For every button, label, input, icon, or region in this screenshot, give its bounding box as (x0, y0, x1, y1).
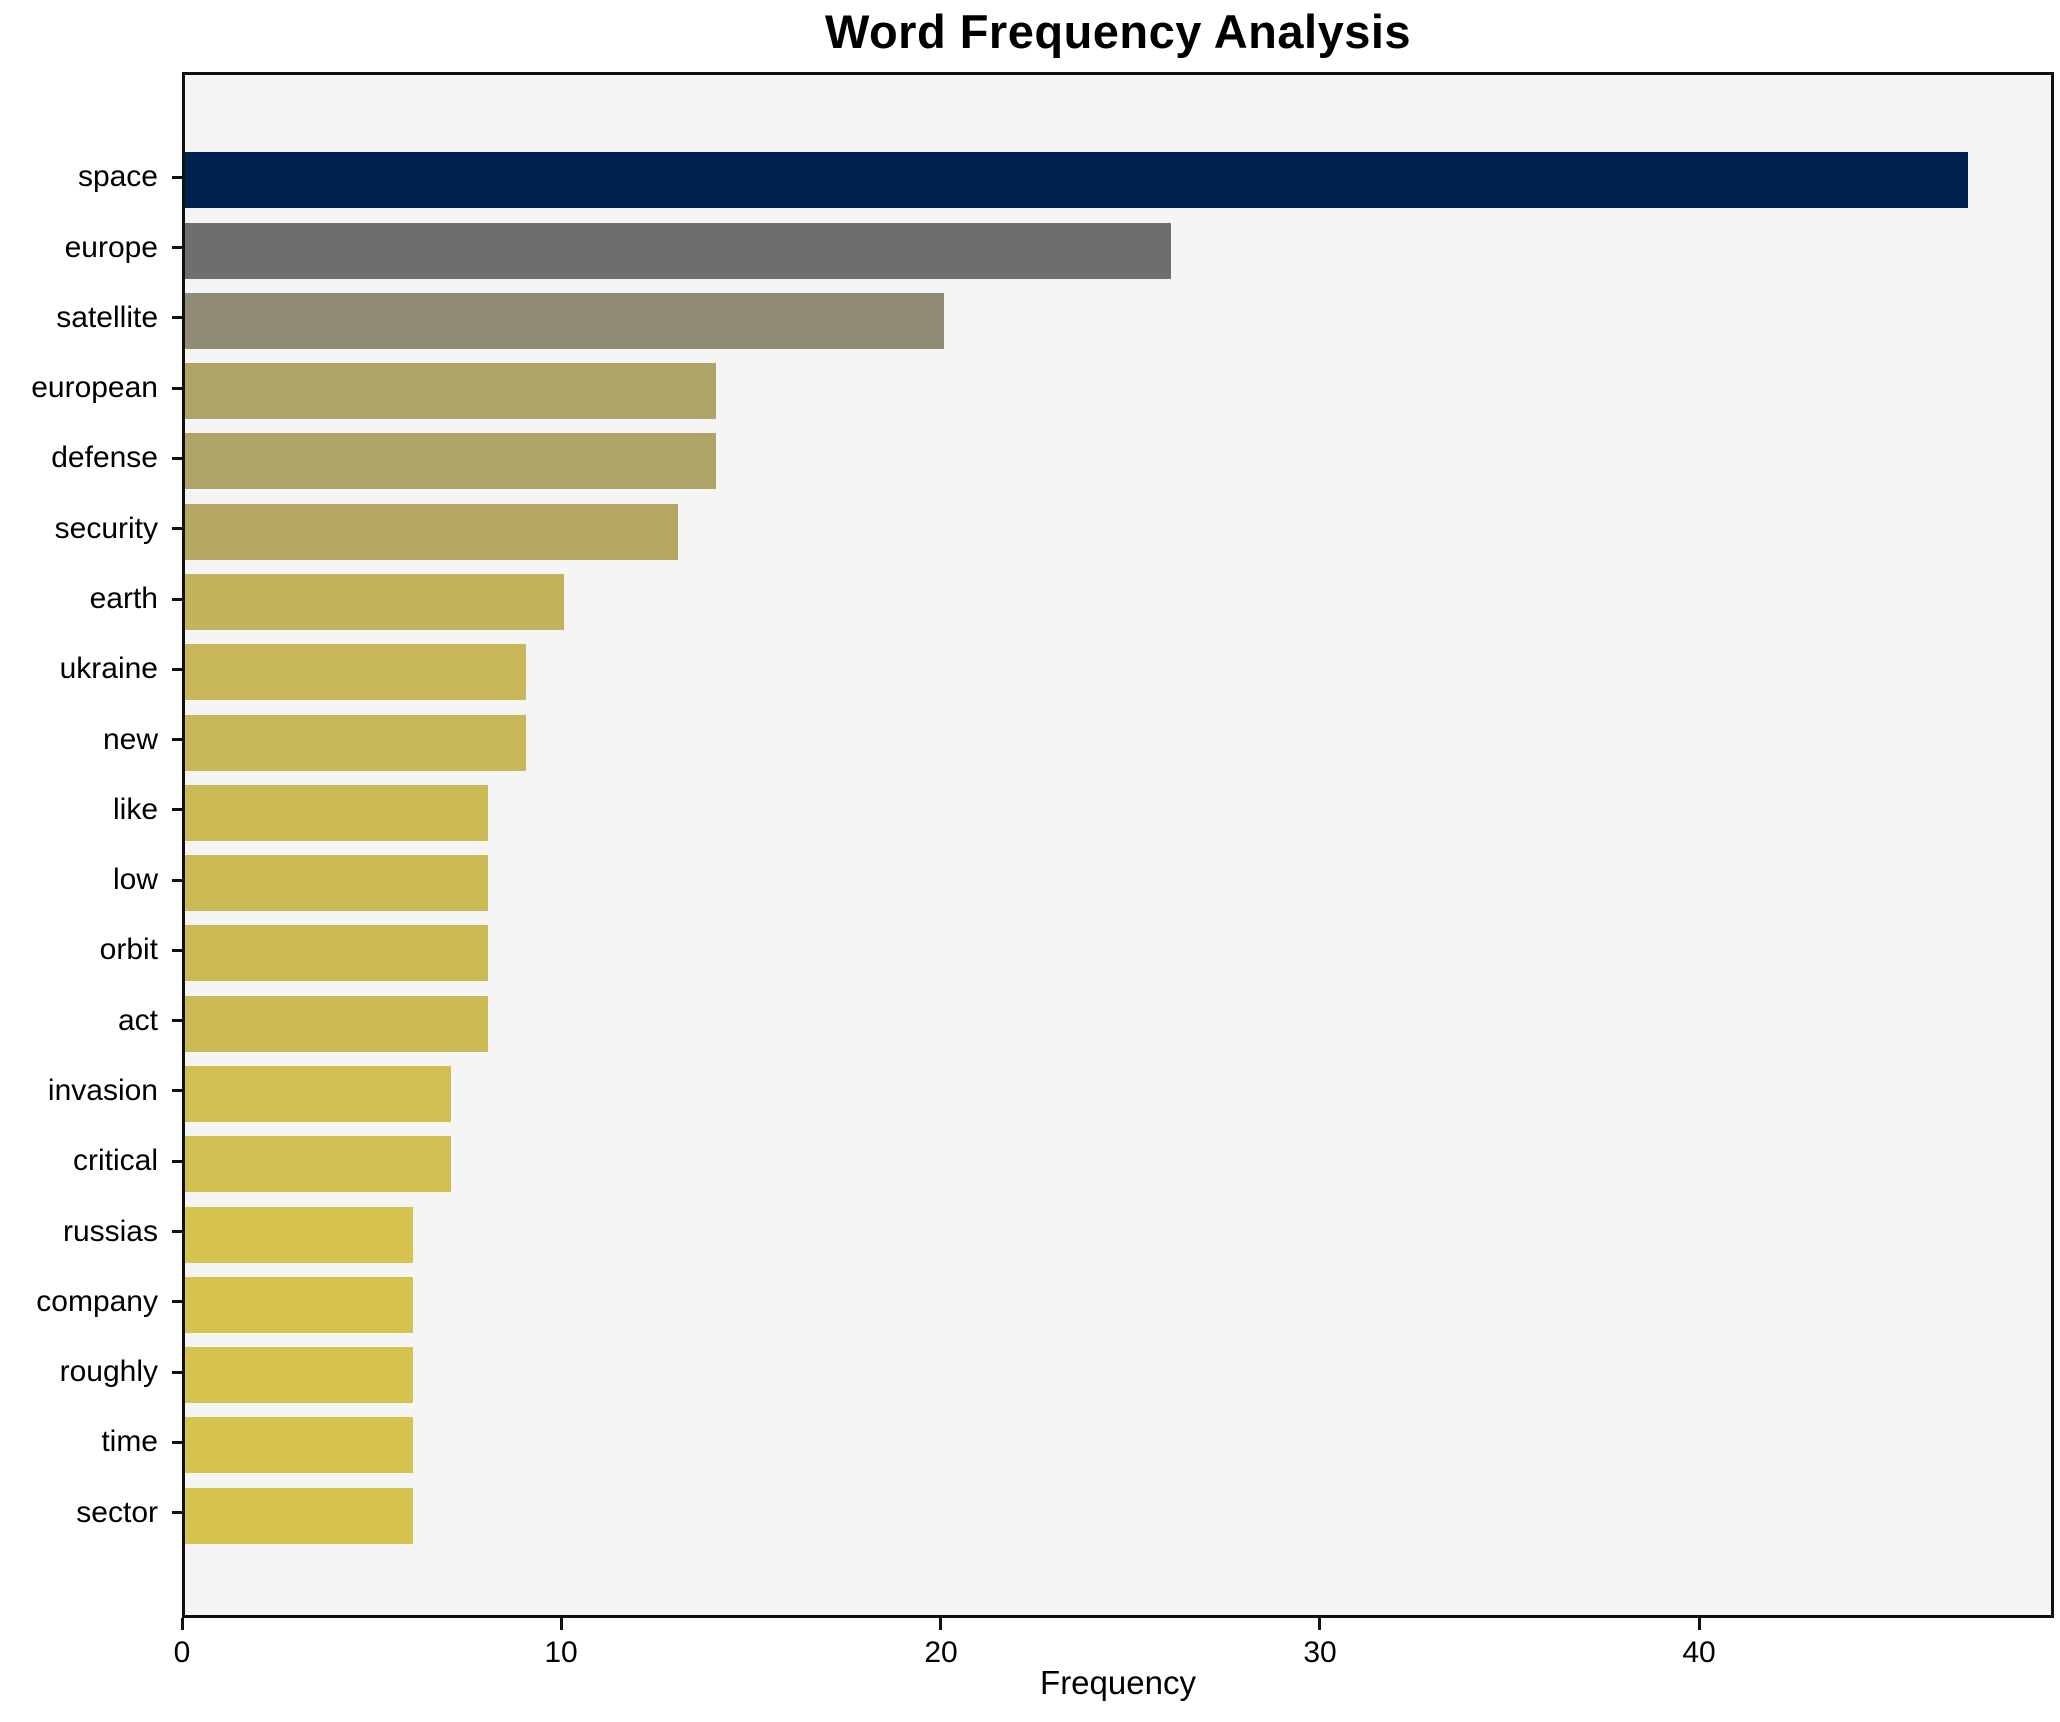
y-tick-mark (172, 1371, 182, 1374)
y-tick-label-european: european (31, 371, 158, 404)
y-tick-label-low: low (112, 863, 158, 896)
y-tick-label-new: new (102, 723, 158, 756)
y-tick-label-critical: critical (72, 1144, 158, 1177)
y-tick-mark (172, 316, 182, 319)
y-tick-mark (172, 246, 182, 249)
y-tick-mark (172, 1089, 182, 1092)
y-tick-mark (172, 527, 182, 530)
y-tick-mark (172, 1019, 182, 1022)
y-tick-mark (172, 176, 182, 179)
x-tick-mark (181, 1618, 184, 1630)
x-tick-label-10: 10 (544, 1636, 578, 1669)
y-tick-label-security: security (54, 512, 158, 545)
y-tick-label-russias: russias (62, 1215, 158, 1248)
y-tick-mark (172, 457, 182, 460)
y-tick-label-time: time (101, 1425, 158, 1458)
x-tick-label-0: 0 (173, 1636, 191, 1669)
bar-like (185, 785, 488, 841)
bar-act (185, 996, 488, 1052)
bar-defense (185, 433, 716, 489)
x-axis-label: Frequency (1040, 1664, 1196, 1701)
y-tick-mark (172, 949, 182, 952)
y-tick-label-sector: sector (76, 1496, 158, 1529)
bar-company (185, 1277, 413, 1333)
chart-title: Word Frequency Analysis (824, 5, 1412, 58)
y-tick-mark (172, 598, 182, 601)
bar-satellite (185, 293, 944, 349)
bar-time (185, 1417, 413, 1473)
y-tick-mark (172, 808, 182, 811)
bar-roughly (185, 1347, 413, 1403)
bar-earth (185, 574, 564, 630)
y-tick-mark (172, 738, 182, 741)
y-tick-label-defense: defense (51, 441, 158, 474)
y-tick-mark (172, 1230, 182, 1233)
y-tick-label-act: act (117, 1004, 158, 1037)
y-tick-mark (172, 387, 182, 390)
x-tick-label-40: 40 (1682, 1636, 1716, 1669)
bar-russias (185, 1207, 413, 1263)
y-tick-mark (172, 879, 182, 882)
y-tick-label-ukraine: ukraine (59, 652, 158, 685)
y-tick-label-like: like (112, 793, 158, 826)
bar-low (185, 855, 488, 911)
bar-orbit (185, 925, 488, 981)
x-tick-mark (1318, 1618, 1321, 1630)
x-tick-mark (1698, 1618, 1701, 1630)
bar-invasion (185, 1066, 451, 1122)
x-tick-label-30: 30 (1303, 1636, 1337, 1669)
x-tick-mark (939, 1618, 942, 1630)
y-tick-mark (172, 668, 182, 671)
y-tick-label-roughly: roughly (59, 1355, 158, 1388)
x-tick-label-20: 20 (924, 1636, 958, 1669)
bar-security (185, 504, 678, 560)
y-tick-label-earth: earth (89, 582, 158, 615)
y-tick-label-invasion: invasion (47, 1074, 158, 1107)
y-tick-mark (172, 1160, 182, 1163)
y-tick-label-company: company (36, 1285, 158, 1318)
y-tick-label-orbit: orbit (99, 933, 158, 966)
bar-space (185, 152, 1968, 208)
x-tick-mark (560, 1618, 563, 1630)
bar-ukraine (185, 644, 526, 700)
y-tick-label-space: space (77, 160, 158, 193)
bar-new (185, 715, 526, 771)
plot-area (182, 72, 2054, 1618)
bar-critical (185, 1136, 451, 1192)
y-tick-mark (172, 1511, 182, 1514)
y-tick-mark (172, 1300, 182, 1303)
bar-european (185, 363, 716, 419)
bar-sector (185, 1488, 413, 1544)
y-tick-mark (172, 1441, 182, 1444)
bar-europe (185, 223, 1171, 279)
y-tick-label-europe: europe (64, 231, 158, 264)
y-tick-label-satellite: satellite (56, 301, 158, 334)
